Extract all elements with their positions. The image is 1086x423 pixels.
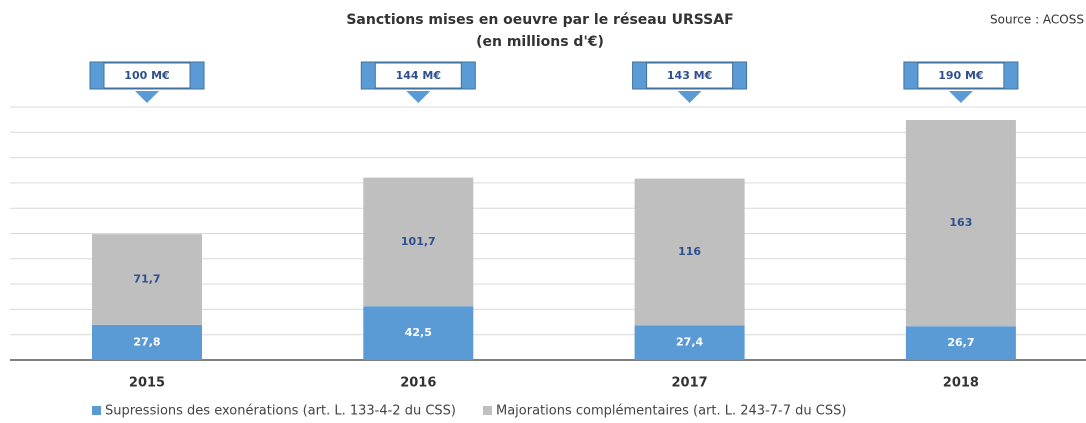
value-label: 26,7: [947, 336, 974, 349]
annotation: 143 M€: [667, 69, 712, 82]
x-tick-label: 2015: [129, 376, 165, 391]
legend-swatch: [482, 406, 492, 415]
legend-swatch: [92, 406, 101, 415]
bar-segment: [905, 326, 1016, 360]
bar-segment: [905, 120, 1016, 327]
x-tick-label: 2017: [672, 376, 708, 391]
annotation: 100 M€: [124, 69, 169, 82]
annotation: 190 M€: [938, 69, 983, 82]
bar-segment: [363, 306, 474, 360]
bar-segment: [634, 325, 745, 360]
bar-segment: [363, 177, 474, 307]
callout-arrow: [677, 91, 702, 103]
value-label: 71,7: [133, 272, 160, 285]
bar-segment: [634, 178, 745, 326]
callout-box: [103, 62, 191, 89]
chart-title: Sanctions mises en oeuvre par le réseau …: [346, 12, 733, 28]
bar-segment: [92, 324, 202, 360]
value-label: 163: [949, 216, 972, 229]
callout-box: [646, 62, 734, 89]
bar-segment: [92, 234, 202, 325]
x-tick-label: 2016: [400, 376, 436, 391]
callout-box: [917, 62, 1005, 89]
callout-box: [374, 62, 462, 89]
callout-arrow: [135, 91, 159, 103]
value-label: 101,7: [401, 235, 436, 248]
x-tick-label: 2018: [943, 376, 979, 391]
source: Source : ACOSS: [990, 13, 1084, 27]
callout-arrow: [406, 91, 431, 103]
legend-label: Supressions des exonérations (art. L. 13…: [105, 404, 456, 419]
value-label: 27,4: [676, 336, 703, 349]
chart-subtitle: (en millions d'€): [476, 34, 604, 50]
callout-arrow: [948, 91, 973, 103]
value-label: 27,8: [133, 335, 160, 348]
annotation: 144 M€: [396, 69, 441, 82]
value-label: 42,5: [405, 326, 432, 339]
value-label: 116: [678, 245, 701, 258]
legend-label: Majorations complémentaires (art. L. 243…: [496, 404, 846, 419]
